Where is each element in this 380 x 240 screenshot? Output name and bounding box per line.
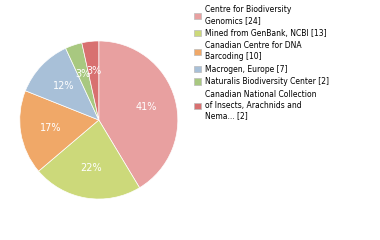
Text: 17%: 17% xyxy=(40,123,61,133)
Text: 3%: 3% xyxy=(76,69,91,78)
Text: 22%: 22% xyxy=(80,163,102,173)
Wedge shape xyxy=(66,43,99,120)
Text: 12%: 12% xyxy=(52,81,74,91)
Legend: Centre for Biodiversity
Genomics [24], Mined from GenBank, NCBI [13], Canadian C: Centre for Biodiversity Genomics [24], M… xyxy=(192,4,330,122)
Wedge shape xyxy=(82,41,99,120)
Wedge shape xyxy=(38,120,139,199)
Wedge shape xyxy=(20,91,99,171)
Text: 41%: 41% xyxy=(135,102,157,112)
Wedge shape xyxy=(99,41,178,188)
Text: 3%: 3% xyxy=(86,66,101,76)
Wedge shape xyxy=(25,48,99,120)
